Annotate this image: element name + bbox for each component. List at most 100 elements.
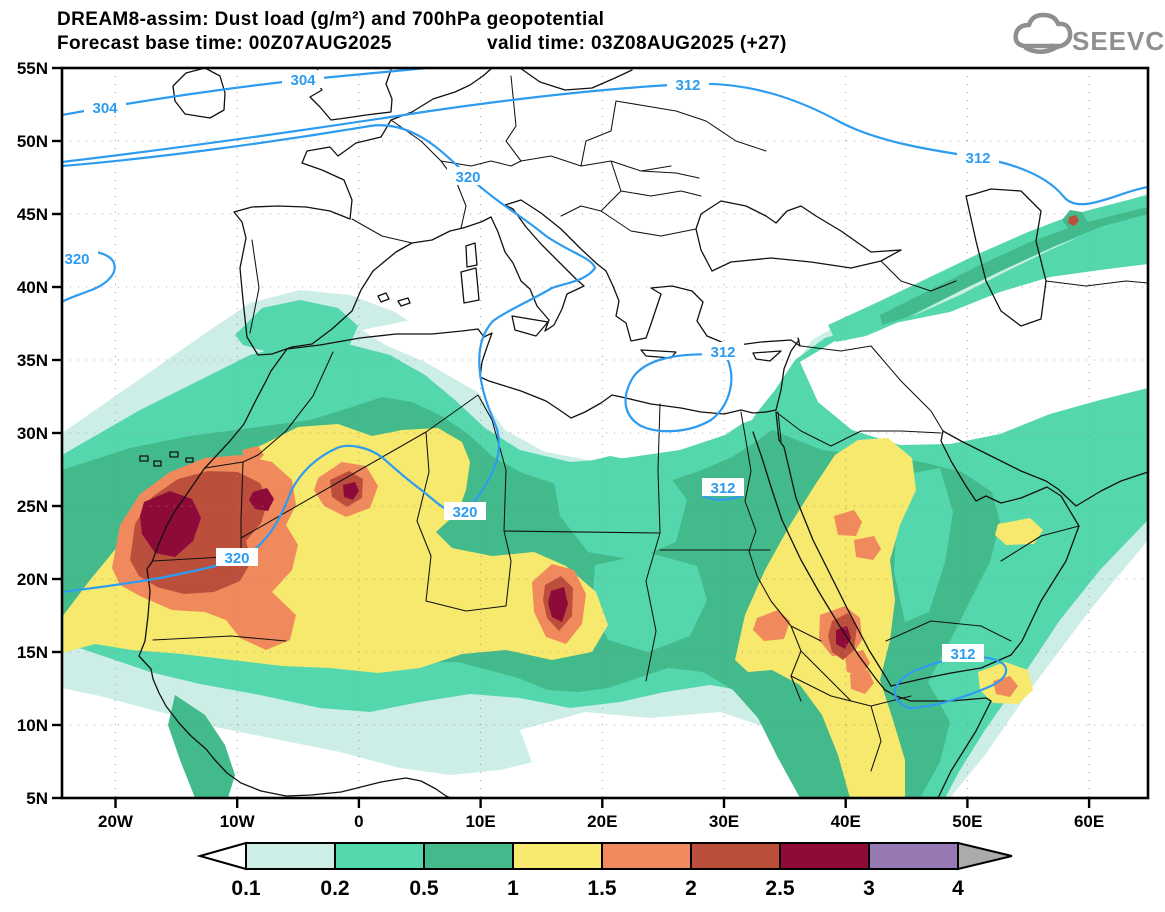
lon-label: 40E <box>831 812 861 831</box>
colorbar-segment <box>334 842 425 870</box>
lat-label: 25N <box>17 497 48 516</box>
contour-label-box <box>84 98 126 116</box>
lon-label: 20E <box>587 812 617 831</box>
coastline-levant <box>775 339 800 411</box>
lon-label: 10W <box>220 812 256 831</box>
colorbar-level-label: 1 <box>507 877 519 900</box>
lat-label: 40N <box>17 278 48 297</box>
colorbar-level-label: 0.2 <box>320 877 349 900</box>
colorbar-segment <box>690 842 781 870</box>
colorbar-segment <box>245 842 336 870</box>
colorbar-legend: 0.1 0.2 0.5 1 1.5 2 2.5 3 4 <box>196 841 1013 900</box>
contour-label: 320 <box>455 169 480 186</box>
contour-label-box <box>216 548 258 566</box>
contour-label: 320 <box>64 251 89 268</box>
contour-312-egypt-loop <box>624 353 733 433</box>
axes: 55N 50N 45N 40N 35N 30N 25N 20N 15N 10N 5N 20W 10W 0 1… <box>17 59 1104 831</box>
lat-label: 55N <box>17 59 48 78</box>
coastline-spain-med <box>291 216 492 348</box>
contour-312-small-arc <box>701 493 745 501</box>
contour-label: 304 <box>92 100 118 117</box>
contour-label-box <box>447 167 489 185</box>
contour-label-box <box>702 342 744 360</box>
colorbar-level-label: 4 <box>952 877 964 900</box>
colorbar-segment <box>779 842 870 870</box>
contour-labels: 304 304 312 312 320 320 320 320 312 312 312 <box>62 70 999 663</box>
coastline-horn-of-africa <box>884 689 992 798</box>
colorbar-level-label: 1.5 <box>587 877 617 900</box>
lat-label: 30N <box>17 424 48 443</box>
seevccc-logo: SEEVCCC <box>1013 12 1165 56</box>
islands-canary <box>139 451 194 467</box>
lon-label: 20W <box>98 812 134 831</box>
contour-label: 304 <box>290 72 316 89</box>
coastline-baltic <box>519 68 633 91</box>
contour-label: 312 <box>950 646 975 663</box>
island-corsica <box>465 242 478 268</box>
colorbar-level-label: 0.5 <box>409 877 439 900</box>
lon-label: 30E <box>709 812 739 831</box>
map-title: DREAM8-assim: Dust load (g/m²) and 700hP… <box>57 9 604 30</box>
colorbar-segment <box>512 842 603 870</box>
contour-312-aden-loop <box>893 655 1008 710</box>
swoosh-arrow-icon <box>1023 45 1056 54</box>
contour-label-box <box>667 75 709 93</box>
contour-label-box <box>957 148 999 166</box>
contour-label: 320 <box>224 550 249 567</box>
lat-label: 50N <box>17 132 48 151</box>
lon-label: 60E <box>1074 812 1104 831</box>
colorbar-segment <box>423 842 514 870</box>
coastline-britain <box>309 68 393 121</box>
lat-label: 20N <box>17 570 48 589</box>
geopotential-contours <box>62 68 1148 710</box>
coastline-ireland <box>172 68 226 119</box>
coastline-arabia-south <box>890 430 1080 687</box>
contour-label-box <box>444 502 486 520</box>
lat-label: 35N <box>17 351 48 370</box>
arrowhead-icon <box>1051 43 1061 52</box>
coastline-adriatic-greece <box>520 199 708 342</box>
contour-312-north <box>62 82 1148 206</box>
coastline-italy <box>490 199 585 332</box>
map-canvas: 304 304 312 312 320 320 320 320 312 312 312 <box>62 68 1148 798</box>
coastline-persian-gulf-north <box>942 430 1148 507</box>
colorbar-left-arrow <box>196 841 247 871</box>
contour-label: 312 <box>710 480 735 497</box>
colorbar-level-label: 3 <box>863 877 875 900</box>
contour-label-box <box>282 70 324 88</box>
lat-label: 45N <box>17 205 48 224</box>
valid-time: valid time: 03Z08AUG2025 (+27) <box>487 33 787 54</box>
colorbar-level-label: 2 <box>685 877 697 900</box>
islands-balearic <box>377 292 411 307</box>
lon-label: 0 <box>354 812 363 831</box>
colorbar-right-arrow <box>957 841 1013 871</box>
dust-shading <box>62 193 1148 798</box>
lon-label: 50E <box>952 812 982 831</box>
colorbar-level-label: 0.1 <box>231 877 261 900</box>
contour-label-box <box>942 644 984 662</box>
coastline-iberia-france <box>233 68 493 356</box>
colorbar-segment <box>601 842 692 870</box>
lat-label: 15N <box>17 643 48 662</box>
logo-text: SEEVCCC <box>1072 26 1165 56</box>
coastline-west-africa <box>138 348 452 798</box>
island-sardinia <box>460 267 480 304</box>
borders-east-africa <box>645 532 912 772</box>
cloud-icon <box>1013 12 1073 49</box>
borders-middle-east <box>775 260 1148 642</box>
contour-label: 312 <box>675 77 700 94</box>
contour-label-box <box>702 478 744 496</box>
coastline-red-sea-east <box>775 411 892 687</box>
forecast-base-time: Forecast base time: 00Z07AUG2025 <box>57 33 392 54</box>
lon-label: 10E <box>465 812 495 831</box>
colorbar-level-label: 2.5 <box>765 877 795 900</box>
contour-label: 320 <box>452 504 477 521</box>
island-cyprus <box>752 350 782 362</box>
lat-label: 5N <box>26 789 48 808</box>
coastline-red-sea-west <box>752 431 886 691</box>
coastline-north-africa <box>286 328 777 419</box>
island-sicily <box>511 315 549 337</box>
colorbar-segment <box>868 842 959 870</box>
